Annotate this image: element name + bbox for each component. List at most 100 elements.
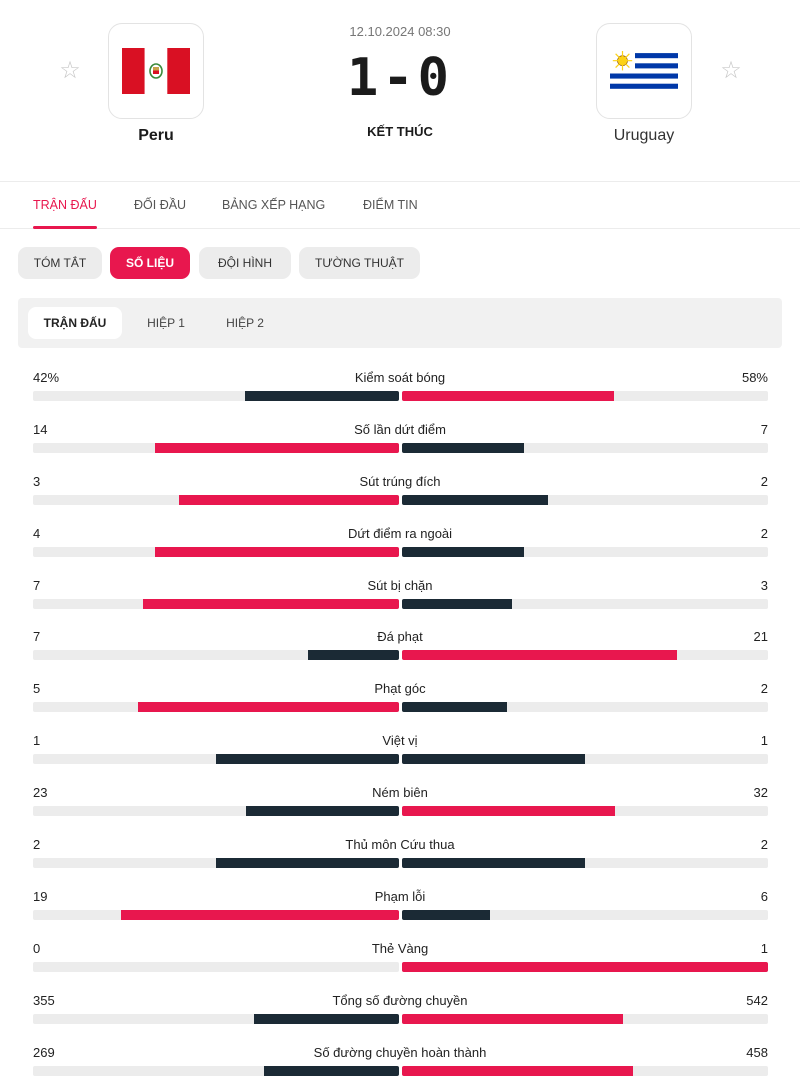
stat-away-value: 1 [760,940,768,956]
home-team-logo[interactable] [108,23,204,119]
stat-label: Phạm lỗi [374,888,426,904]
stat-home-value: 4 [33,525,41,541]
stat-away-track [402,806,768,817]
pill-stats[interactable]: SỐ LIỆU [110,247,190,279]
stat-away-value: 458 [746,1044,768,1060]
stat-away-bar [402,858,585,869]
period-tab-second-half[interactable]: HIỆP 2 [226,316,264,330]
period-tab-full-match[interactable]: TRẬN ĐẤU [28,307,122,339]
stat-home-track [33,806,399,817]
stat-label: Số lần dứt điểm [354,421,446,437]
stat-row: 7 Sút bị chặn 3 [0,574,800,626]
match-score: 1-0 [347,48,453,108]
stat-home-track [33,650,399,661]
tab-match[interactable]: TRẬN ĐẤU [33,183,97,229]
stat-away-track [402,858,768,869]
match-date: 12.10.2024 08:30 [349,24,451,39]
stat-away-value: 1 [760,733,768,749]
stat-label: Dứt điểm ra ngoài [347,525,453,541]
pill-summary[interactable]: TÓM TẮT [18,247,102,279]
stat-away-value: 2 [760,681,768,697]
stat-label: Thủ môn Cứu thua [345,837,455,853]
stat-home-value: 2 [33,837,41,853]
stat-label: Phạt góc [374,681,426,697]
stat-away-track [402,702,768,713]
stat-label: Tổng số đường chuyền [332,992,468,1008]
stat-home-bar [263,1065,399,1076]
stat-row: 3 Sút trúng đích 2 [0,470,800,522]
stat-away-bar [402,650,677,661]
stat-home-value: 7 [33,577,41,593]
stat-row: 2 Thủ môn Cứu thua 2 [0,833,800,885]
stat-home-value: 3 [33,473,41,489]
stat-away-track [402,442,768,453]
stat-home-bar [142,598,399,609]
stat-away-bar [402,806,615,817]
stat-away-track [402,650,768,661]
stats-list: 42% Kiểm soát bóng 58% 14 Số lần dứt điểm 7 3 S… [0,366,800,1091]
stat-home-value: 0 [33,940,41,956]
stat-away-track [402,961,768,972]
stat-row: 7 Đá phạt 21 [0,625,800,677]
stat-away-track [402,546,768,557]
stat-home-bar [154,442,399,453]
stat-home-track [33,961,399,972]
stat-away-value: 32 [753,785,768,801]
match-header: ☆ Peru 12.10.2024 08:30 1-0 KẾT THÚC [0,0,800,182]
stat-home-track [33,754,399,765]
stat-away-track [402,1013,768,1024]
main-tabs: TRẬN ĐẤU ĐỐI ĐẦU BẢNG XẾP HẠNG ĐIỂM TIN [0,183,800,229]
home-team-name[interactable]: Peru [138,127,174,144]
star-icon[interactable]: ☆ [720,57,742,84]
stat-home-track [33,391,399,401]
stat-row: 0 Thẻ Vàng 1 [0,937,800,989]
stat-home-track [33,1013,399,1024]
stat-home-value: 42% [33,370,60,385]
stat-away-value: 58% [741,370,768,385]
stat-away-value: 2 [760,473,768,489]
stat-away-bar [402,961,768,972]
stat-home-value: 14 [33,421,48,437]
tab-head-to-head[interactable]: ĐỐI ĐẦU [134,198,187,212]
tab-standings[interactable]: BẢNG XẾP HẠNG [222,198,326,212]
stat-away-value: 2 [760,525,768,541]
stat-label: Số đường chuyền hoàn thành [313,1044,487,1060]
pill-lineups[interactable]: ĐỘI HÌNH [199,247,291,279]
stat-home-value: 19 [33,888,48,904]
stat-home-value: 355 [33,992,55,1008]
stat-label: Việt vị [382,733,418,749]
stat-home-track [33,546,399,557]
stat-home-value: 269 [33,1044,55,1060]
stat-home-track [33,598,399,609]
stat-away-bar [402,702,507,713]
stat-home-track [33,858,399,869]
stat-away-value: 7 [760,421,768,437]
stat-home-track [33,442,399,453]
match-status: KẾT THÚC [367,124,433,139]
stat-home-track [33,1065,399,1076]
stat-away-track [402,754,768,765]
stat-home-bar [137,702,399,713]
stat-away-bar [402,1065,633,1076]
stat-row: 1 Việt vị 1 [0,729,800,781]
peru-flag-icon [122,48,190,94]
star-icon[interactable]: ☆ [59,57,81,84]
stat-home-bar [307,650,399,661]
away-team-name[interactable]: Uruguay [613,127,675,144]
stat-row: 269 Số đường chuyền hoàn thành 458 [0,1041,800,1091]
stat-label: Kiểm soát bóng [354,370,446,385]
stat-away-bar [402,546,524,557]
stat-home-track [33,702,399,713]
stat-away-bar [402,754,585,765]
tab-news[interactable]: ĐIỂM TIN [363,198,418,212]
stat-away-track [402,909,768,920]
stat-away-track [402,391,768,401]
stat-away-bar [402,442,524,453]
stat-away-value: 6 [760,888,768,904]
stat-away-bar [402,391,615,401]
stat-away-track [402,1065,768,1076]
stat-row: 4 Dứt điểm ra ngoài 2 [0,522,800,574]
pill-commentary[interactable]: TƯỜNG THUẬT [299,247,420,279]
away-team-logo[interactable] [596,23,692,119]
period-tab-first-half[interactable]: HIỆP 1 [147,316,185,330]
